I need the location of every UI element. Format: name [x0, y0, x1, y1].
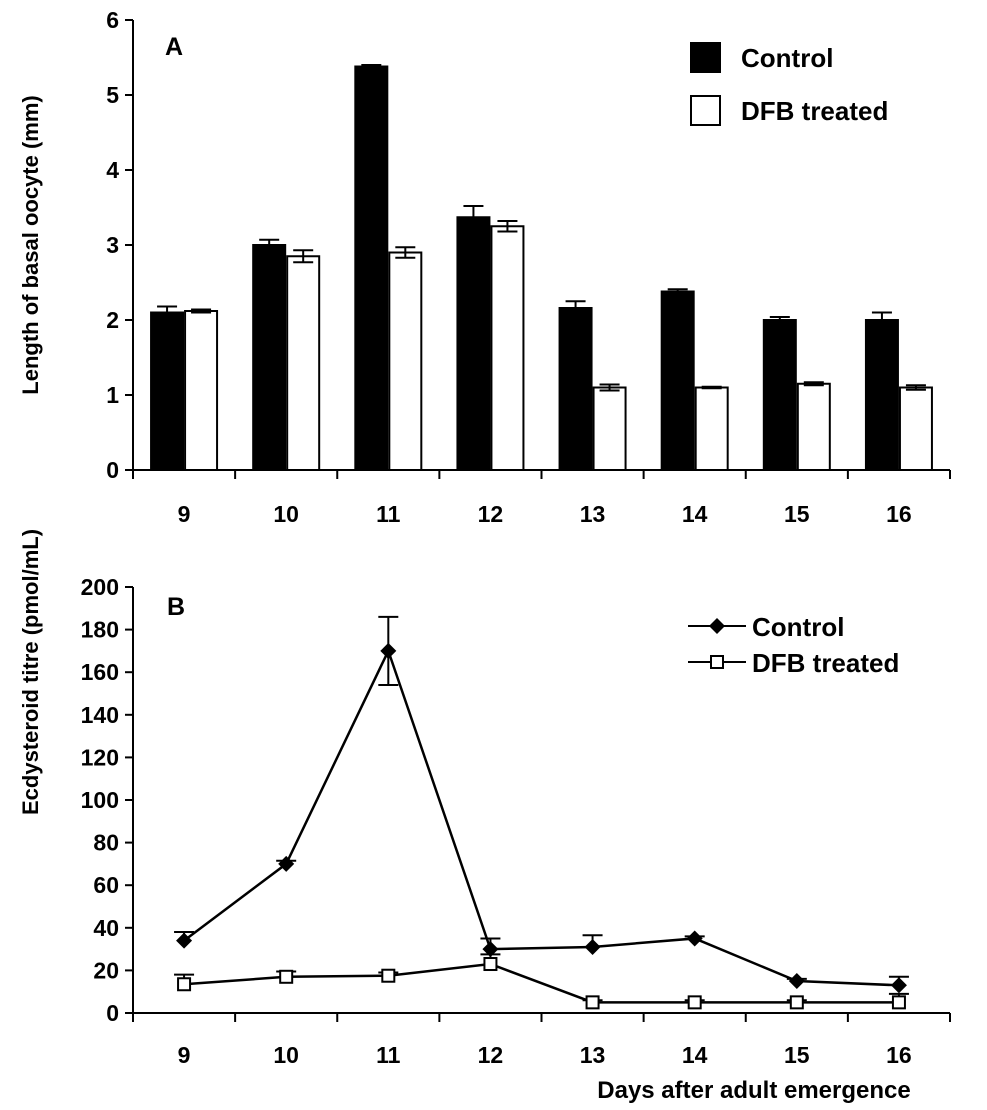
bar	[558, 307, 593, 471]
y-tick-label: 140	[81, 702, 119, 728]
bar	[490, 225, 525, 471]
x-tick-label: 14	[682, 501, 708, 527]
x-tick-label: 12	[478, 1042, 504, 1068]
x-tick-label: 15	[784, 501, 810, 527]
series-line	[183, 962, 899, 1004]
line-chart-panel: 0 20 40 60 80 100 120 140 160 180 200 9 10 11 12 13 14 1…	[18, 529, 951, 1104]
y-tick-label: 1	[106, 382, 119, 408]
bar	[388, 251, 423, 471]
legend-label-control: Control	[752, 612, 844, 642]
legend-swatch-control	[690, 42, 721, 73]
bar	[694, 386, 729, 471]
bar	[660, 290, 695, 471]
y-tick-label: 4	[106, 157, 119, 183]
x-tick-label: 14	[682, 1042, 708, 1068]
y-tick-label: 60	[93, 872, 119, 898]
y-ticks: 0 20 40 60 80 100 120 140 160 180 200	[81, 574, 133, 1026]
legend-swatch-dfb	[690, 95, 721, 126]
bar	[456, 216, 491, 471]
bar	[592, 386, 627, 471]
data-point-square	[585, 995, 600, 1010]
x-tick-label: 11	[376, 1042, 401, 1068]
data-point-diamond	[278, 855, 295, 872]
y-tick-label: 120	[81, 744, 119, 770]
bar	[864, 319, 899, 471]
data-point-square	[789, 995, 804, 1010]
x-tick-label: 11	[376, 501, 401, 527]
y-ticks: 0 1 2 3 4 5 6	[106, 7, 133, 483]
bar	[354, 65, 389, 471]
data-point-diamond	[380, 642, 397, 659]
x-tick-label: 10	[273, 1042, 299, 1068]
y-axis-label: Length of basal oocyte (mm)	[18, 95, 43, 394]
data-point-diamond	[584, 938, 601, 955]
x-tick-label: 13	[580, 1042, 606, 1068]
legend-label-control: Control	[741, 43, 833, 73]
legend-label-dfb: DFB treated	[741, 96, 888, 126]
x-tick-label: 13	[580, 501, 606, 527]
y-tick-label: 3	[106, 232, 119, 258]
data-point-diamond	[686, 930, 703, 947]
x-tick-label: 15	[784, 1042, 810, 1068]
bar	[252, 244, 287, 471]
y-tick-label: 6	[106, 7, 119, 33]
x-tick-label: 9	[178, 501, 191, 527]
bar-series-group	[150, 64, 933, 471]
y-tick-label: 5	[106, 82, 119, 108]
legend-marker-diamond	[709, 618, 725, 634]
data-point-square	[279, 969, 294, 984]
y-axis-label: Ecdysteroid titre (pmol/mL)	[18, 529, 43, 815]
legend: Control DFB treated	[688, 612, 899, 678]
legend-marker-square	[710, 655, 724, 669]
y-tick-label: 0	[106, 1000, 119, 1026]
bar	[762, 319, 797, 471]
y-tick-label: 40	[93, 915, 119, 941]
x-tick-label: 16	[886, 1042, 912, 1068]
y-tick-label: 20	[93, 957, 119, 983]
data-point-square	[687, 995, 702, 1010]
x-ticks: 9 10 11 12 13 14 15 16	[132, 470, 951, 527]
series-line	[183, 647, 899, 987]
data-point-square	[381, 968, 396, 983]
data-point-diamond	[176, 932, 193, 949]
data-point-square	[891, 995, 906, 1010]
y-tick-label: 0	[106, 457, 119, 483]
bar	[796, 382, 831, 471]
y-tick-label: 180	[81, 617, 119, 643]
y-tick-label: 100	[81, 787, 119, 813]
x-tick-label: 9	[178, 1042, 191, 1068]
data-point-diamond	[890, 977, 907, 994]
x-axis-label: Days after adult emergence	[597, 1077, 910, 1104]
data-point-diamond	[482, 941, 499, 958]
legend: Control DFB treated	[690, 42, 888, 126]
bar	[184, 310, 219, 471]
x-tick-label: 10	[273, 501, 299, 527]
x-tick-label: 16	[886, 501, 912, 527]
legend-label-dfb: DFB treated	[752, 648, 899, 678]
line-series-group	[174, 615, 909, 1010]
x-tick-label: 12	[478, 501, 504, 527]
data-point-square	[177, 977, 192, 992]
y-tick-label: 2	[106, 307, 119, 333]
data-point-diamond	[788, 973, 805, 990]
bar	[286, 255, 321, 471]
y-tick-label: 160	[81, 659, 119, 685]
panel-label: B	[167, 593, 185, 621]
data-point-square	[483, 957, 498, 972]
bar	[898, 386, 933, 471]
panel-label: A	[165, 33, 183, 61]
y-tick-label: 200	[81, 574, 119, 600]
x-ticks: 9 10 11 12 13 14 15 16	[132, 1013, 951, 1068]
bar	[150, 311, 185, 471]
y-tick-label: 80	[93, 830, 119, 856]
